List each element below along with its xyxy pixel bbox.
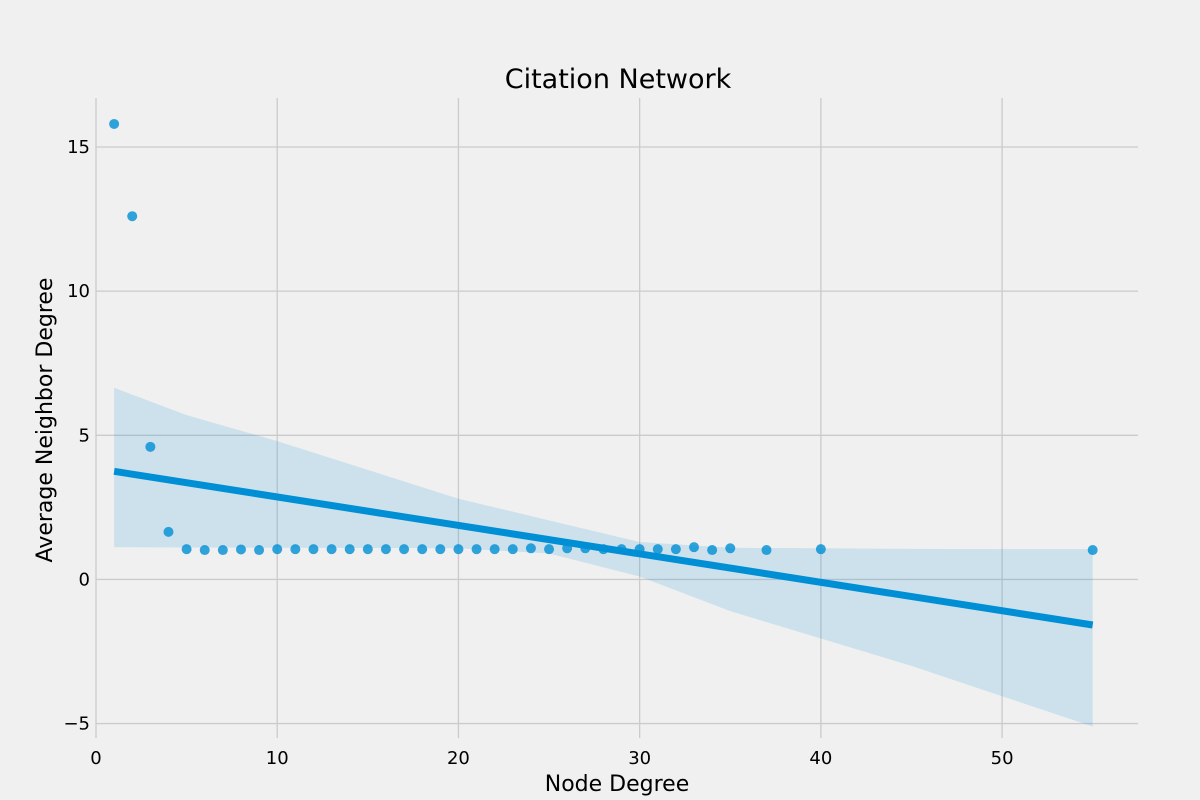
confidence-band [114,387,1093,727]
scatter-point [380,544,391,555]
y-tick-label: 5 [79,425,90,446]
scatter-point [598,544,609,555]
x-tick-label: 0 [90,748,101,769]
scatter-point [435,544,446,555]
scatter-point [580,543,591,554]
scatter-point [109,118,120,129]
scatter-point [1087,545,1098,556]
scatter-point [725,543,736,554]
scatter-point [127,211,138,222]
scatter-point [507,544,518,555]
scatter-point [163,526,174,537]
scatter-point [815,544,826,555]
x-tick-label: 20 [447,748,470,769]
scatter-point [670,544,681,555]
scatter-point [761,545,772,556]
scatter-point [525,543,536,554]
scatter-point [344,544,355,555]
scatter-point [707,545,718,556]
y-tick-label: 15 [67,137,90,158]
scatter-points [109,118,1098,556]
y-axis-label: Average Neighbor Degree [33,278,58,563]
x-tick-label: 10 [266,748,289,769]
scatter-point [471,544,482,555]
chart-title: Citation Network [505,64,732,95]
scatter-point [562,543,573,554]
scatter-point [326,544,337,555]
scatter-point [235,544,246,555]
grid [95,98,1138,738]
y-tick-label: −5 [63,714,90,735]
x-tick-label: 50 [991,748,1014,769]
x-axis-label: Node Degree [545,772,689,797]
scatter-point [489,544,500,555]
scatter-point [145,441,156,452]
x-tick-label: 30 [628,748,651,769]
scatter-point [199,545,210,556]
scatter-point [652,544,663,555]
scatter-point [417,544,428,555]
scatter-point [634,544,645,555]
scatter-point [399,544,410,555]
scatter-point [616,544,627,555]
scatter-point [689,542,700,553]
scatter-point [217,545,228,556]
scatter-point [290,544,301,555]
scatter-point [544,544,555,555]
y-tick-label: 0 [79,569,90,590]
y-tick-label: 10 [67,281,90,302]
scatter-point [181,544,192,555]
scatter-point [362,544,373,555]
scatter-point [272,544,283,555]
scatter-point [308,544,319,555]
confidence-band-area [114,387,1093,727]
scatter-point [254,545,265,556]
scatter-point [453,544,464,555]
x-tick-label: 40 [809,748,832,769]
